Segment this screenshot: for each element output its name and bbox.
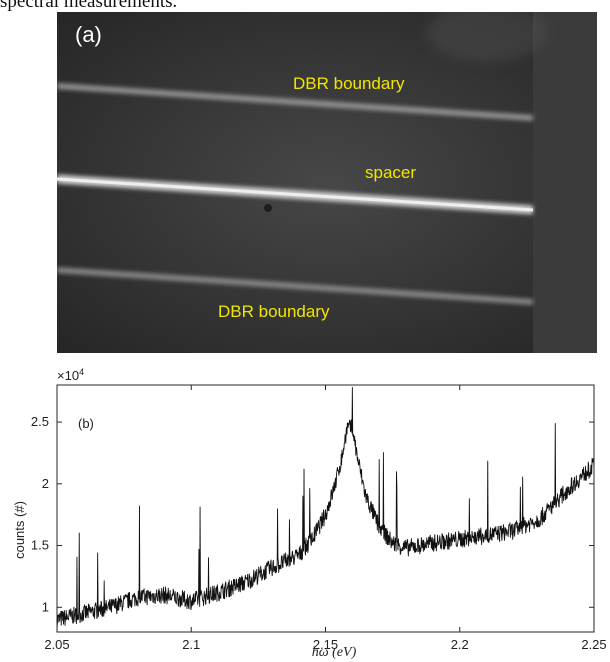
dbr-bottom-stripe	[57, 267, 534, 305]
tick-labels: 2.05 2.1 2.15 2.2 2.25 1 1.5 2 2.5	[31, 414, 607, 652]
y-tick-label: 1.5	[31, 538, 49, 553]
sample-edge-region	[533, 12, 597, 353]
label-dbr-boundary-bottom: DBR boundary	[218, 302, 330, 321]
dbr-top-stripe	[57, 83, 534, 121]
x-tick-label: 2.15	[313, 637, 338, 652]
micrograph-image: (a) DBR boundary spacer DBR boundary	[57, 12, 597, 353]
figure-caption-fragment: spectral measurements.	[0, 0, 178, 12]
micrograph-svg	[57, 12, 597, 353]
x-tick-label: 2.05	[44, 637, 69, 652]
spectrum-plot-svg: 2.05 2.1 2.15 2.2 2.25 1 1.5 2 2.5 ×104 (b) coun…	[12, 367, 607, 660]
x-tick-label: 2.1	[182, 637, 200, 652]
y-tick-label: 2.5	[31, 414, 49, 429]
label-dbr-boundary-top: DBR boundary	[293, 74, 405, 93]
glow-spot	[427, 12, 547, 62]
y-tick-label: 2	[42, 476, 49, 491]
y-axis-title: counts (#)	[12, 501, 27, 559]
spectrum-plot: 2.05 2.1 2.15 2.2 2.25 1 1.5 2 2.5 ×104 (b) coun…	[0, 360, 610, 662]
x-tick-label: 2.2	[451, 637, 469, 652]
plot-area	[57, 385, 594, 632]
panel-b-tag: (b)	[78, 416, 94, 431]
tick-marks	[56, 385, 595, 632]
y-multiplier-label: ×104	[57, 367, 84, 383]
x-axis-title: ħω (eV)	[312, 645, 357, 660]
y-tick-label: 1	[42, 599, 49, 614]
label-spacer: spacer	[365, 163, 417, 182]
spectrum-series-line	[56, 387, 595, 629]
spacer-stripe	[57, 174, 534, 215]
panel-a-tag: (a)	[75, 22, 102, 47]
dust-speck	[264, 204, 272, 212]
x-tick-label: 2.25	[581, 637, 606, 652]
